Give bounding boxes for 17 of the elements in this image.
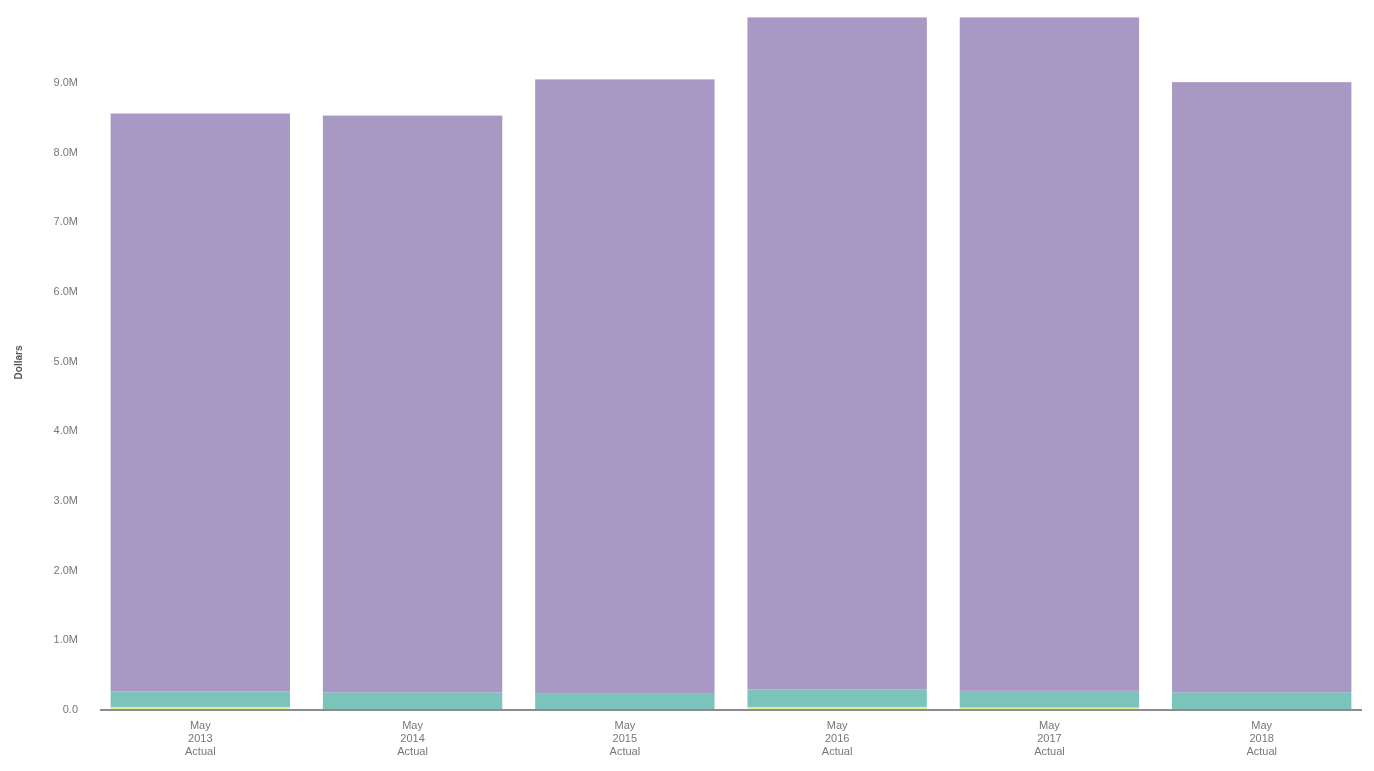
x-tick-label: May 2013 Actual — [185, 719, 216, 757]
y-tick-label: 9.0M — [53, 76, 78, 89]
x-tick-label: May 2015 Actual — [609, 719, 641, 757]
y-tick-label: 1.0M — [53, 633, 78, 646]
y-axis-title: Dollars — [13, 345, 24, 380]
y-tick-label: 5.0M — [53, 354, 78, 367]
x-tick-label: May 2016 Actual — [821, 719, 853, 757]
y-tick-label: 2.0M — [53, 563, 78, 576]
x-tick-label: May 2014 Actual — [397, 719, 428, 757]
y-tick-label: 3.0M — [53, 493, 78, 506]
y-tick-label: 4.0M — [53, 424, 78, 437]
y-tick-label: 8.0M — [53, 145, 78, 158]
x-tick-label: May 2017 Actual — [1034, 719, 1065, 757]
x-tick-label: May 2018 Actual — [1246, 719, 1277, 757]
y-tick-label: 0.0 — [62, 702, 78, 715]
y-tick-label: 6.0M — [53, 284, 78, 297]
y-tick-label: 7.0M — [53, 215, 78, 228]
